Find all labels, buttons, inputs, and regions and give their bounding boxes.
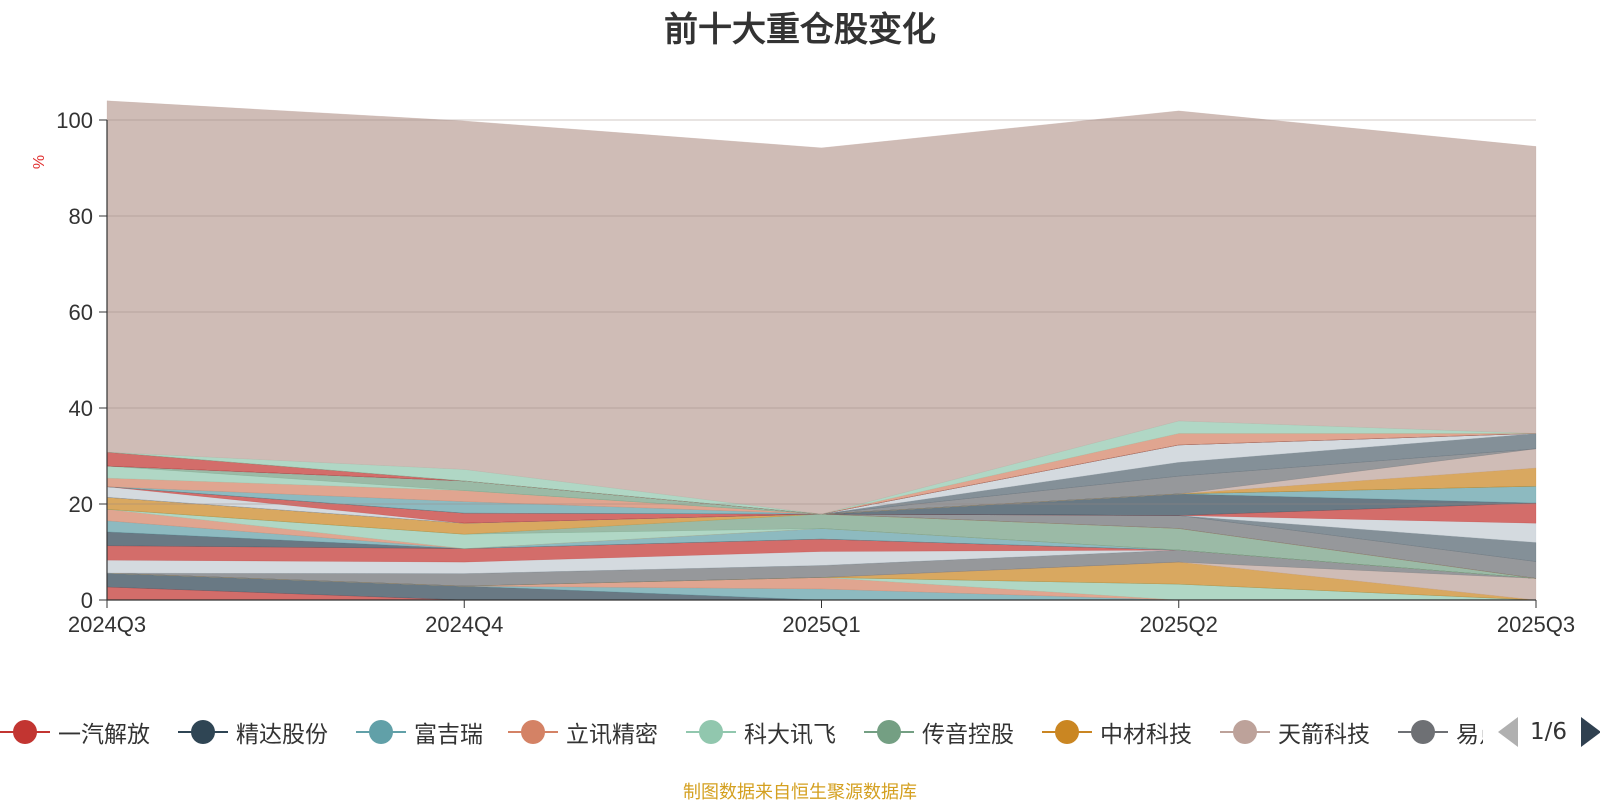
legend-item-科大讯飞[interactable]: 科大讯飞 <box>686 712 836 752</box>
source-note: 制图数据来自恒生聚源数据库 <box>683 782 917 803</box>
legend-marker <box>508 712 558 752</box>
legend-label: 中材科技 <box>1100 722 1192 748</box>
legend-label: 富吉瑞 <box>414 722 483 748</box>
legend-marker <box>864 712 914 752</box>
area-其他 <box>106 100 1537 515</box>
legend-item-一汽解放[interactable]: 一汽解放 <box>0 712 150 752</box>
y-axis-unit-label: % <box>31 155 48 169</box>
legend-item-易点天下[interactable]: 易点天下 <box>1398 712 1483 752</box>
y-tick-label-20: 20 <box>69 492 93 517</box>
x-tick-label-2025Q1: 2025Q1 <box>782 612 860 637</box>
legend-marker <box>178 712 228 752</box>
y-tick-label-100: 100 <box>56 108 93 133</box>
legend-marker <box>356 712 406 752</box>
legend-item-天箭科技[interactable]: 天箭科技 <box>1220 712 1370 752</box>
legend-marker <box>1398 712 1448 752</box>
chart-title: 前十大重仓股变化 <box>664 10 936 50</box>
legend-label: 科大讯飞 <box>744 722 836 748</box>
y-tick-label-60: 60 <box>69 300 93 325</box>
legend-item-精达股份[interactable]: 精达股份 <box>178 712 328 752</box>
legend-marker <box>0 712 50 752</box>
legend-label: 天箭科技 <box>1278 722 1370 748</box>
legend-item-中材科技[interactable]: 中材科技 <box>1042 712 1192 752</box>
legend-items: 一汽解放 精达股份 富吉瑞 立讯精密 科大讯飞 传音控股 中材科技 天箭科技 易点天下 <box>0 712 1483 752</box>
x-tick-label-2025Q2: 2025Q2 <box>1140 612 1218 637</box>
x-tick-label-2025Q3: 2025Q3 <box>1497 612 1575 637</box>
legend-pager: 1/6 <box>1498 712 1600 752</box>
legend-label: 一汽解放 <box>58 722 150 748</box>
legend-item-立讯精密[interactable]: 立讯精密 <box>508 712 658 752</box>
legend-page-indicator: 1/6 <box>1530 719 1568 745</box>
legend-next-page-button[interactable] <box>1581 717 1600 747</box>
x-tick-label-2024Q4: 2024Q4 <box>425 612 503 637</box>
legend-label: 易点天下 <box>1456 722 1483 748</box>
legend-prev-page-button[interactable] <box>1498 717 1518 747</box>
legend: 一汽解放 精达股份 富吉瑞 立讯精密 科大讯飞 传音控股 中材科技 天箭科技 易点天下 1/6 <box>0 712 1600 752</box>
legend-label: 传音控股 <box>922 722 1014 748</box>
legend-item-富吉瑞[interactable]: 富吉瑞 <box>356 712 483 752</box>
legend-marker <box>1042 712 1092 752</box>
chart-plot: 0 20 40 60 80 100 2024Q3 2024Q4 2025Q1 2025Q2 2025… <box>31 100 1575 637</box>
y-tick-label-40: 40 <box>69 396 93 421</box>
y-tick-label-80: 80 <box>69 204 93 229</box>
x-tick-label-2024Q3: 2024Q3 <box>68 612 146 637</box>
legend-marker <box>1220 712 1270 752</box>
legend-item-传音控股[interactable]: 传音控股 <box>864 712 1014 752</box>
legend-label: 立讯精密 <box>566 722 658 748</box>
legend-label: 精达股份 <box>236 722 328 748</box>
legend-marker <box>686 712 736 752</box>
y-tick-label-0: 0 <box>81 588 93 613</box>
